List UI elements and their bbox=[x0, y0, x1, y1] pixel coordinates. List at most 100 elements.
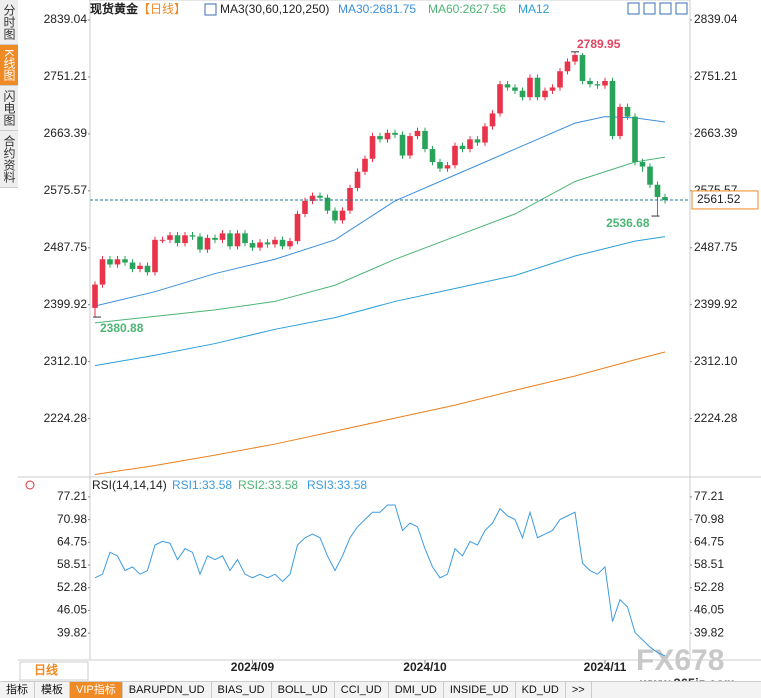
settings-icon[interactable] bbox=[25, 480, 35, 490]
candle-body bbox=[399, 134, 406, 156]
y-tick-label: 2663.39 bbox=[44, 126, 88, 140]
candle-body bbox=[557, 71, 563, 88]
indicator-tab[interactable]: CCI_UD bbox=[335, 682, 389, 698]
plot-frame bbox=[89, 0, 691, 661]
candle-body bbox=[377, 136, 383, 140]
candle-body bbox=[174, 235, 181, 244]
candle-body bbox=[579, 55, 586, 81]
indicator-tab[interactable]: BOLL_UD bbox=[272, 682, 335, 698]
candle-body bbox=[317, 195, 323, 198]
ma-line bbox=[94, 236, 666, 367]
indicator-tab[interactable]: BARUPDN_UD bbox=[123, 682, 212, 698]
footer-period[interactable]: 日线 bbox=[34, 662, 58, 677]
candle-body bbox=[497, 84, 503, 114]
y-tick-label: 52.28 bbox=[57, 580, 87, 594]
side-tab[interactable]: 合约资料 bbox=[0, 131, 18, 189]
candle-body bbox=[512, 87, 518, 91]
candle-body bbox=[122, 259, 128, 263]
y-tick-label-right: 2751.21 bbox=[694, 69, 738, 83]
period-box[interactable] bbox=[19, 661, 89, 681]
candle-body bbox=[362, 158, 368, 172]
candle-body bbox=[504, 84, 511, 88]
indicator-tab[interactable]: 指标 bbox=[0, 682, 35, 698]
side-tab[interactable]: 分时图 bbox=[0, 0, 18, 45]
candle-body bbox=[482, 126, 488, 143]
candle-body bbox=[347, 187, 353, 211]
legend-ma30: MA30:2681.75 bbox=[338, 2, 416, 16]
candle-body bbox=[204, 237, 211, 250]
candle-body bbox=[302, 200, 308, 214]
low-label: 2380.88 bbox=[100, 321, 144, 335]
candle-body bbox=[519, 90, 526, 98]
candle-body bbox=[662, 197, 668, 200]
indicator-tab[interactable]: 模板 bbox=[35, 682, 70, 698]
candle-body bbox=[654, 184, 661, 198]
y-tick-label: 2751.21 bbox=[44, 69, 88, 83]
candle-body bbox=[257, 242, 263, 248]
candle-body bbox=[632, 116, 638, 163]
candle-body bbox=[272, 239, 278, 245]
candle-body bbox=[99, 259, 106, 285]
y-tick-label-right: 2224.28 bbox=[694, 411, 738, 425]
indicator-tab[interactable]: BIAS_UD bbox=[212, 682, 272, 698]
candle-body bbox=[369, 136, 376, 159]
ma-line bbox=[94, 156, 666, 324]
rsi-title: RSI(14,14,14) bbox=[92, 478, 167, 492]
indicator-tab[interactable]: >> bbox=[566, 682, 592, 698]
candle-body bbox=[452, 145, 458, 166]
y-tick-label: 77.21 bbox=[57, 489, 87, 503]
candle-body bbox=[624, 106, 631, 117]
candle-body bbox=[617, 106, 623, 137]
candle-body bbox=[527, 77, 533, 98]
toolbar[interactable] bbox=[627, 2, 688, 15]
candle-body bbox=[467, 139, 473, 150]
candle-body bbox=[414, 130, 421, 137]
tab-bar: 指标 模板 VIP指标 BARUPDN_UD BIAS_UD BOLL_UD CCI_UD D… bbox=[0, 681, 761, 698]
candle-body bbox=[189, 235, 196, 237]
candle-body bbox=[384, 132, 391, 140]
rsi-line bbox=[94, 504, 666, 657]
side-tab[interactable]: 闪电图 bbox=[0, 86, 18, 132]
y-tick-label-right: 58.51 bbox=[694, 557, 724, 571]
indicator-tab[interactable]: INSIDE_UD bbox=[444, 682, 516, 698]
y-tick-label-right: 52.28 bbox=[694, 580, 724, 594]
candle-body bbox=[429, 149, 436, 163]
watermark: FX678 bbox=[636, 644, 724, 677]
x-tick-label: 2024/10 bbox=[403, 660, 447, 674]
candle-body bbox=[242, 233, 248, 244]
candle-body bbox=[639, 162, 646, 167]
y-tick-label: 70.98 bbox=[57, 512, 87, 526]
y-tick-label-right: 64.75 bbox=[694, 534, 724, 548]
candle-body bbox=[219, 233, 226, 240]
legend-ma60: MA60:2627.56 bbox=[428, 2, 506, 16]
high-label: 2789.95 bbox=[577, 37, 621, 51]
y-tick-label: 2312.10 bbox=[44, 354, 88, 368]
candle-body bbox=[324, 197, 331, 211]
candle-body bbox=[422, 130, 428, 150]
y-tick-label: 2399.92 bbox=[44, 297, 88, 311]
candle-body bbox=[234, 233, 241, 247]
side-tab[interactable]: K线图 bbox=[0, 45, 18, 87]
indicator-tab[interactable]: KD_UD bbox=[516, 682, 566, 698]
candle-body bbox=[474, 139, 481, 143]
candle-body bbox=[332, 210, 338, 221]
y-tick-label-right: 70.98 bbox=[694, 512, 724, 526]
x-tick-label: 2024/11 bbox=[584, 660, 627, 674]
candle-body bbox=[594, 84, 601, 86]
indicator-tab[interactable]: DMI_UD bbox=[389, 682, 444, 698]
candle-body bbox=[107, 259, 113, 265]
candle-body bbox=[444, 165, 451, 169]
candle-body bbox=[227, 233, 233, 247]
candle-body bbox=[137, 265, 143, 270]
candle-body bbox=[392, 132, 398, 135]
indicator: MA3(30,60,120,250) bbox=[220, 2, 329, 16]
sidebar: 分时图 K线图 闪电图 合约资料 bbox=[0, 0, 18, 189]
icon[interactable] bbox=[204, 3, 217, 16]
y-tick-label: 2224.28 bbox=[44, 411, 88, 425]
y-tick-label: 58.51 bbox=[57, 557, 87, 571]
indicator-tab[interactable]: VIP指标 bbox=[70, 682, 123, 698]
candle-body bbox=[144, 265, 151, 273]
rsi-legend: RSI2:33.58 bbox=[238, 478, 298, 492]
candle-body bbox=[437, 162, 443, 169]
